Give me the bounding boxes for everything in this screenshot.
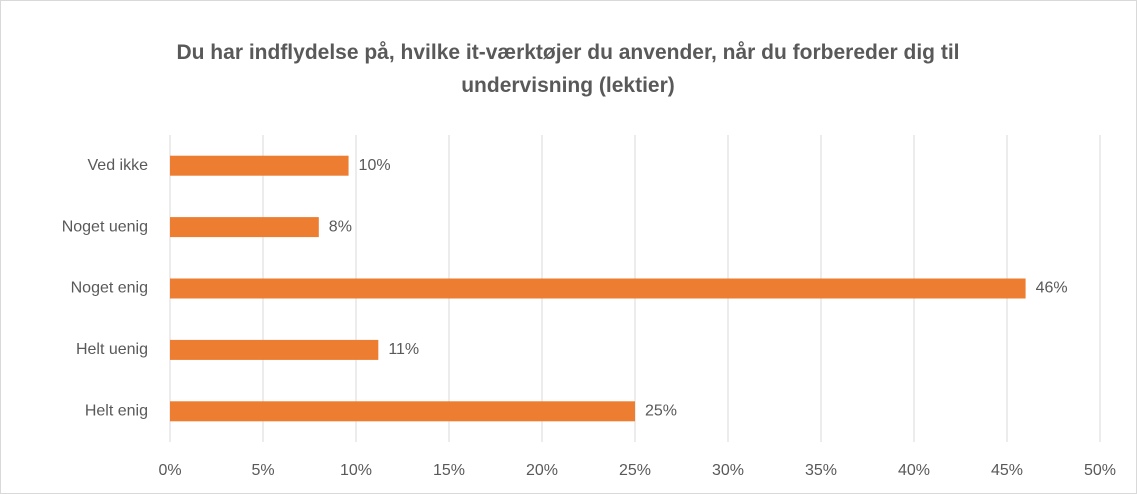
x-tick-label: 0% bbox=[158, 462, 181, 479]
x-tick-label: 40% bbox=[898, 462, 930, 479]
bar bbox=[170, 278, 1026, 299]
y-tick-label: Noget enig bbox=[71, 280, 148, 297]
data-label: 11% bbox=[388, 341, 419, 358]
x-tick-label: 10% bbox=[340, 462, 372, 479]
x-tick-label: 25% bbox=[619, 462, 651, 479]
x-tick-label: 30% bbox=[712, 462, 744, 479]
bar bbox=[170, 401, 635, 422]
data-label: 25% bbox=[645, 403, 677, 420]
y-tick-label: Noget uenig bbox=[62, 218, 148, 235]
x-tick-label: 50% bbox=[1084, 462, 1116, 479]
y-tick-label: Ved ikke bbox=[88, 157, 149, 174]
data-label: 10% bbox=[359, 157, 391, 174]
bar bbox=[170, 155, 349, 176]
bar bbox=[170, 217, 319, 238]
y-tick-label: Helt uenig bbox=[76, 341, 148, 358]
bar bbox=[170, 339, 379, 360]
y-tick-label: Helt enig bbox=[85, 403, 148, 420]
data-label: 46% bbox=[1036, 280, 1068, 297]
x-tick-label: 45% bbox=[991, 462, 1023, 479]
data-label: 8% bbox=[329, 218, 352, 235]
x-tick-label: 15% bbox=[433, 462, 465, 479]
chart-title: Du har indflydelse på, hvilke it-værktøj… bbox=[176, 41, 960, 97]
x-tick-label: 35% bbox=[805, 462, 837, 479]
x-tick-label: 20% bbox=[526, 462, 558, 479]
x-tick-label: 5% bbox=[251, 462, 274, 479]
